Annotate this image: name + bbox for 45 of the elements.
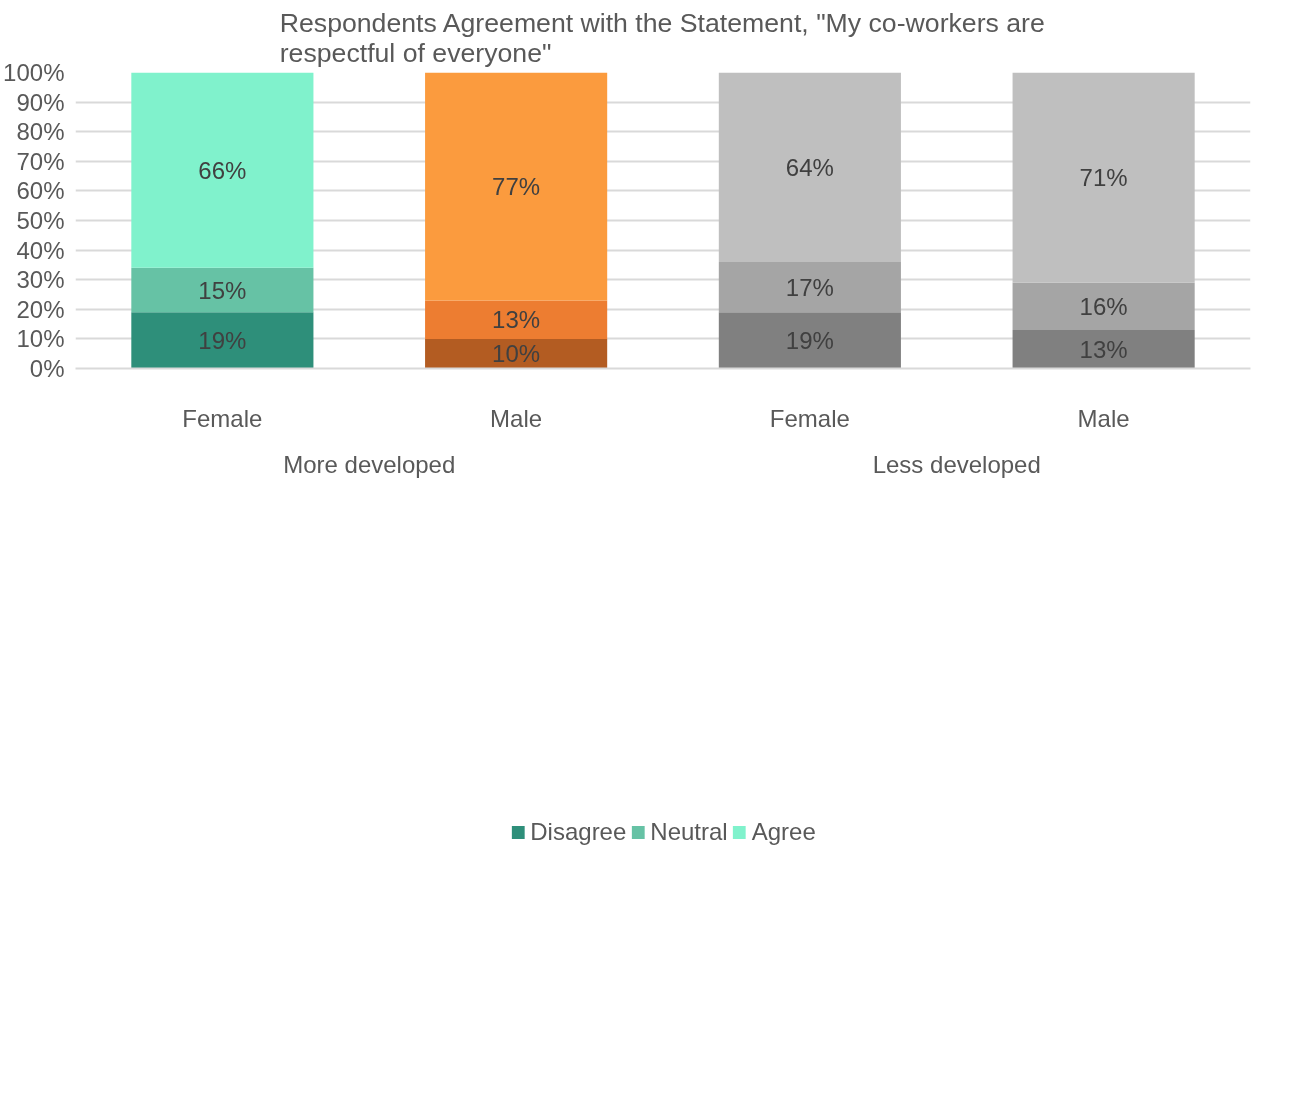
chart-title: Respondents Agreement with the Statement, "My co-workers are respectful of everyone" bbox=[279, 7, 1045, 68]
data-label: 71% bbox=[1079, 164, 1128, 192]
x-tick-label: Male bbox=[490, 404, 543, 432]
data-label: 10% bbox=[492, 340, 541, 368]
legend-label: Disagree bbox=[530, 818, 627, 846]
bar bbox=[1012, 72, 1195, 283]
bar bbox=[131, 267, 314, 313]
bar bbox=[131, 312, 314, 369]
data-label: 77% bbox=[492, 172, 541, 200]
bar bbox=[425, 300, 608, 339]
legend-label: Agree bbox=[751, 818, 816, 846]
bar bbox=[718, 72, 901, 262]
bar bbox=[718, 312, 901, 369]
y-tick-label: 20% bbox=[16, 295, 65, 323]
y-tick-label: 40% bbox=[16, 236, 65, 264]
data-label: 13% bbox=[1079, 335, 1128, 363]
x-tick-label: Male bbox=[1077, 404, 1130, 432]
y-tick-label: 60% bbox=[16, 177, 65, 205]
x-tick-label: Female bbox=[182, 404, 263, 432]
bar bbox=[425, 338, 608, 369]
bar bbox=[1012, 330, 1195, 369]
y-tick-label: 90% bbox=[16, 88, 65, 116]
data-label: 66% bbox=[198, 156, 247, 184]
y-tick-label: 0% bbox=[29, 355, 65, 382]
data-label: 19% bbox=[785, 326, 834, 354]
data-label: 15% bbox=[198, 276, 247, 304]
bar bbox=[425, 72, 608, 301]
legend-label: Neutral bbox=[650, 818, 728, 846]
text: More developed bbox=[283, 450, 456, 478]
data-label: 19% bbox=[198, 326, 247, 354]
bar bbox=[1012, 282, 1195, 331]
y-tick-label: 30% bbox=[16, 266, 65, 294]
y-tick-label: 70% bbox=[16, 147, 65, 175]
y-tick-label: 50% bbox=[16, 207, 65, 234]
y-tick-label: 100% bbox=[3, 59, 65, 86]
y-tick-label: 80% bbox=[16, 118, 65, 146]
data-label: 13% bbox=[492, 306, 541, 334]
data-label: 64% bbox=[785, 153, 834, 181]
text: Less developed bbox=[872, 450, 1041, 478]
data-label: 16% bbox=[1079, 292, 1128, 320]
x-tick-label: Female bbox=[769, 404, 850, 432]
data-label: 17% bbox=[785, 273, 834, 301]
bar bbox=[718, 261, 901, 313]
bar bbox=[131, 72, 314, 268]
y-tick-label: 10% bbox=[16, 325, 65, 353]
